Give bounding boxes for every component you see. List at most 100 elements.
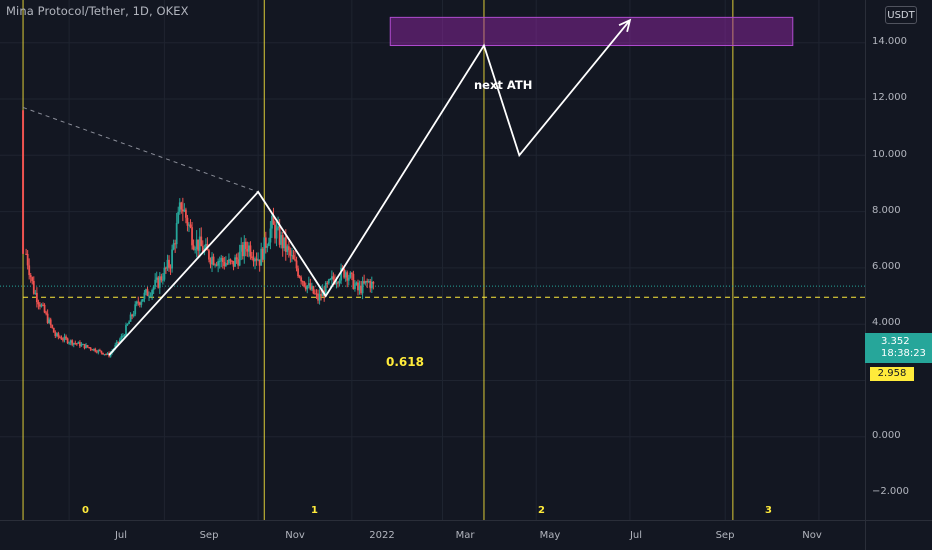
candle-body	[186, 217, 189, 226]
candle-body	[132, 314, 135, 317]
candle-body	[261, 248, 264, 260]
candle-body	[243, 241, 246, 257]
candle-body	[263, 237, 266, 260]
price-tick: 12.000	[872, 92, 907, 103]
candle-body	[62, 339, 64, 341]
candle-body	[158, 276, 161, 288]
candle-body	[194, 249, 197, 251]
candle-body	[320, 293, 323, 297]
candle-body	[284, 237, 287, 252]
candle-body	[88, 347, 91, 349]
projection-arrowhead	[618, 18, 632, 33]
candle-body	[122, 335, 124, 337]
candle-body	[240, 244, 243, 252]
candle-body	[171, 249, 173, 269]
candle-body	[360, 285, 362, 294]
price-tick: 10.000	[872, 149, 907, 160]
candle-body	[146, 289, 149, 296]
candle-body	[208, 250, 210, 260]
candle-body	[143, 292, 146, 300]
candle-body	[246, 248, 249, 252]
candle-body	[298, 276, 301, 278]
candle-body	[83, 343, 86, 349]
candle-body	[28, 265, 31, 276]
candle-body	[165, 267, 167, 269]
candle-body	[221, 257, 224, 263]
fib-level-price-badge: 2.958	[870, 367, 914, 381]
candle-body	[229, 259, 232, 261]
candle-body	[370, 281, 373, 289]
candle-body	[69, 340, 72, 343]
candle-body	[255, 258, 258, 261]
candle-body	[309, 283, 312, 290]
last-price-value: 3.352	[881, 336, 910, 347]
candle-body	[281, 235, 284, 249]
candle-body	[42, 304, 44, 306]
candle-body	[40, 304, 43, 307]
candle-body	[92, 348, 95, 351]
candle-body	[37, 302, 40, 305]
candle-body	[318, 293, 321, 301]
candle-body	[114, 345, 117, 349]
candle-body	[155, 277, 158, 280]
candle-body	[338, 280, 341, 284]
candle-body	[66, 338, 69, 344]
candle-body	[26, 253, 29, 266]
candle-body	[198, 236, 201, 251]
candle-body	[65, 336, 67, 339]
candle-body	[344, 272, 347, 278]
candle-body	[337, 282, 339, 284]
candle-body	[201, 246, 204, 253]
candle-body	[215, 264, 218, 266]
time-tick: Jul	[114, 530, 128, 541]
candle-body	[49, 319, 52, 326]
candle-body	[269, 228, 272, 243]
candle-body	[327, 279, 330, 284]
candle-body	[117, 341, 120, 343]
candle-body	[183, 209, 186, 212]
candle-body	[267, 242, 270, 246]
candle-body	[151, 290, 154, 296]
time-tick: Mar	[455, 530, 475, 541]
candle-body	[172, 243, 175, 250]
candle-body	[291, 255, 293, 257]
candle-body	[161, 279, 164, 281]
candle-body	[52, 327, 55, 333]
candle-body	[247, 245, 250, 252]
time-tick: Nov	[802, 530, 822, 541]
candle-body	[169, 267, 172, 269]
bar-countdown: 18:38:23	[881, 348, 926, 359]
candle-body	[55, 333, 58, 337]
candle-body	[326, 282, 329, 284]
candle-body	[25, 253, 28, 255]
candle-body	[135, 301, 138, 305]
time-tick: 2022	[369, 530, 395, 541]
candle-body	[251, 256, 253, 259]
candle-body	[95, 351, 98, 353]
candle-body	[46, 313, 49, 323]
candle-body	[258, 259, 261, 266]
time-tick: Sep	[715, 530, 735, 541]
candle-body	[352, 273, 355, 289]
candle-body	[85, 345, 87, 349]
candle-body	[74, 342, 77, 344]
candle-body	[312, 286, 315, 294]
candle-body	[157, 277, 160, 288]
candle-body	[364, 280, 367, 284]
candle-body	[43, 304, 46, 313]
candle-body	[59, 336, 61, 338]
candle-body	[211, 256, 213, 265]
candle-body	[106, 353, 109, 355]
candle-body	[145, 289, 147, 293]
candle-body	[315, 293, 318, 295]
candle-body	[63, 336, 66, 340]
candle-body	[220, 257, 223, 261]
currency-button[interactable]: USDT	[885, 6, 917, 24]
candle-body	[200, 236, 203, 247]
candle-body	[306, 285, 309, 290]
candle-body	[297, 268, 299, 277]
symbol-title[interactable]: Mina Protocol/Tether, 1D, OKEX	[6, 4, 189, 18]
candle-body	[177, 211, 180, 224]
candle-body	[346, 272, 349, 281]
